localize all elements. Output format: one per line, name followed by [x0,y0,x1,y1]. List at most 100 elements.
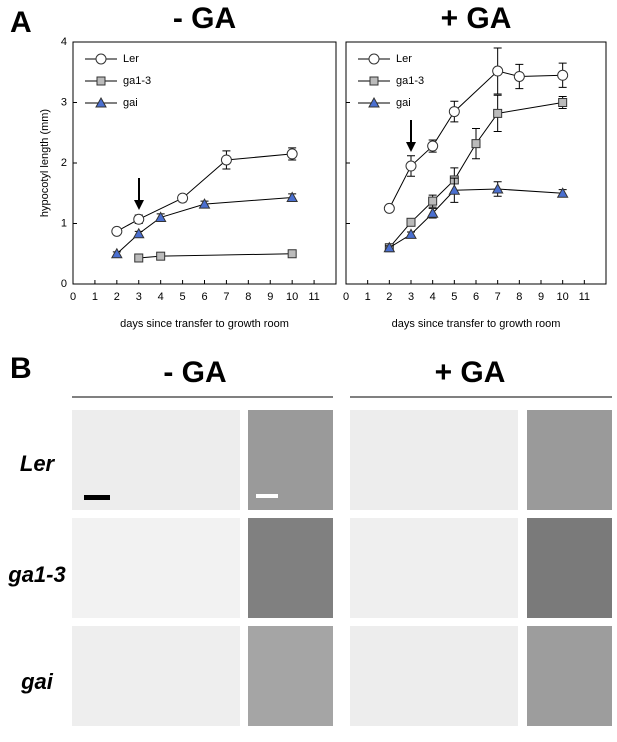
scale-bar [256,494,278,498]
seedling-photo [72,626,240,726]
point [111,225,123,237]
cell-photo [527,518,612,618]
cell-photo [527,626,612,726]
point [133,213,145,225]
point [287,249,297,259]
x-tick-label: 0 [343,291,349,303]
x-tick-label: 10 [557,291,569,303]
point [513,70,525,82]
x-tick-label: 7 [223,291,229,303]
legend-label: ga1-3 [396,75,424,87]
point [558,98,568,107]
seedling-photo [72,518,240,618]
legend-marker [368,53,380,65]
x-tick-label: 1 [365,291,371,303]
point [427,140,439,152]
x-tick-label: 8 [245,291,251,303]
point [177,192,189,204]
point [471,139,481,149]
row-label: gai [20,669,54,694]
x-tick-label: 7 [495,291,501,303]
column-title: + GA [435,356,506,389]
point [493,108,503,118]
x-tick-label: 2 [114,291,120,303]
y-tick-label: 3 [61,96,67,108]
point [557,69,569,81]
point [383,241,396,253]
x-tick-label: 6 [473,291,479,303]
point [492,65,504,77]
seedling-photo [350,518,518,618]
legend-label: Ler [396,53,412,65]
legend-marker [95,53,107,65]
panel-label: B [10,352,32,385]
legend-marker [96,76,106,86]
x-axis-label: days since transfer to growth room [120,318,289,330]
legend-label: Ler [123,53,139,65]
point [426,207,439,218]
point [428,196,438,206]
x-tick-label: 3 [136,291,142,303]
cell-photo [248,410,333,510]
point [110,247,123,259]
x-tick-label: 9 [267,291,273,303]
point [448,184,461,195]
row-label: Ler [20,451,56,476]
legend-label: gai [123,97,138,109]
point [406,217,416,227]
chart-title: - GA [173,2,236,35]
point [134,253,144,263]
panel-label: A [10,6,32,39]
y-tick-label: 1 [61,217,67,229]
photos [72,410,612,726]
legend-marker [368,96,380,108]
cell-photo [248,626,333,726]
x-tick-label: 10 [286,291,298,303]
x-tick-label: 5 [451,291,457,303]
x-tick-label: 1 [92,291,98,303]
x-tick-label: 4 [158,291,164,303]
point [286,148,298,160]
y-tick-label: 4 [61,36,67,48]
seedling-photo [72,410,240,510]
point [220,154,232,166]
point [383,202,395,214]
arrow-head [406,142,416,152]
seedling-photo [350,626,518,726]
legend-marker [369,76,379,86]
point [405,228,417,239]
point [286,191,299,202]
legend-marker [95,96,107,108]
x-axis-label: days since transfer to growth room [392,318,561,330]
y-tick-label: 2 [61,157,67,169]
point [198,198,211,209]
arrows [134,120,416,210]
point [405,160,417,172]
x-tick-label: 0 [70,291,76,303]
x-tick-label: 2 [386,291,392,303]
x-tick-label: 5 [180,291,186,303]
x-tick-label: 8 [516,291,522,303]
scale-bar [84,495,110,500]
point [132,227,145,239]
chart-title: + GA [441,2,512,35]
x-tick-label: 11 [579,291,590,303]
point [156,251,166,261]
x-tick-label: 3 [408,291,414,303]
legend-label: gai [396,97,411,109]
cell-photo [527,410,612,510]
cell-photo [248,518,333,618]
point [556,187,569,198]
x-tick-label: 6 [201,291,207,303]
column-title: - GA [163,356,226,389]
arrow-head [134,200,144,210]
x-tick-label: 11 [308,291,319,303]
y-axis-label: hypocotyl length (mm) [39,109,51,217]
x-tick-label: 4 [430,291,436,303]
point [448,106,460,118]
seedling-photo [350,410,518,510]
legend-label: ga1-3 [123,75,151,87]
point [491,182,504,194]
point [154,211,167,222]
